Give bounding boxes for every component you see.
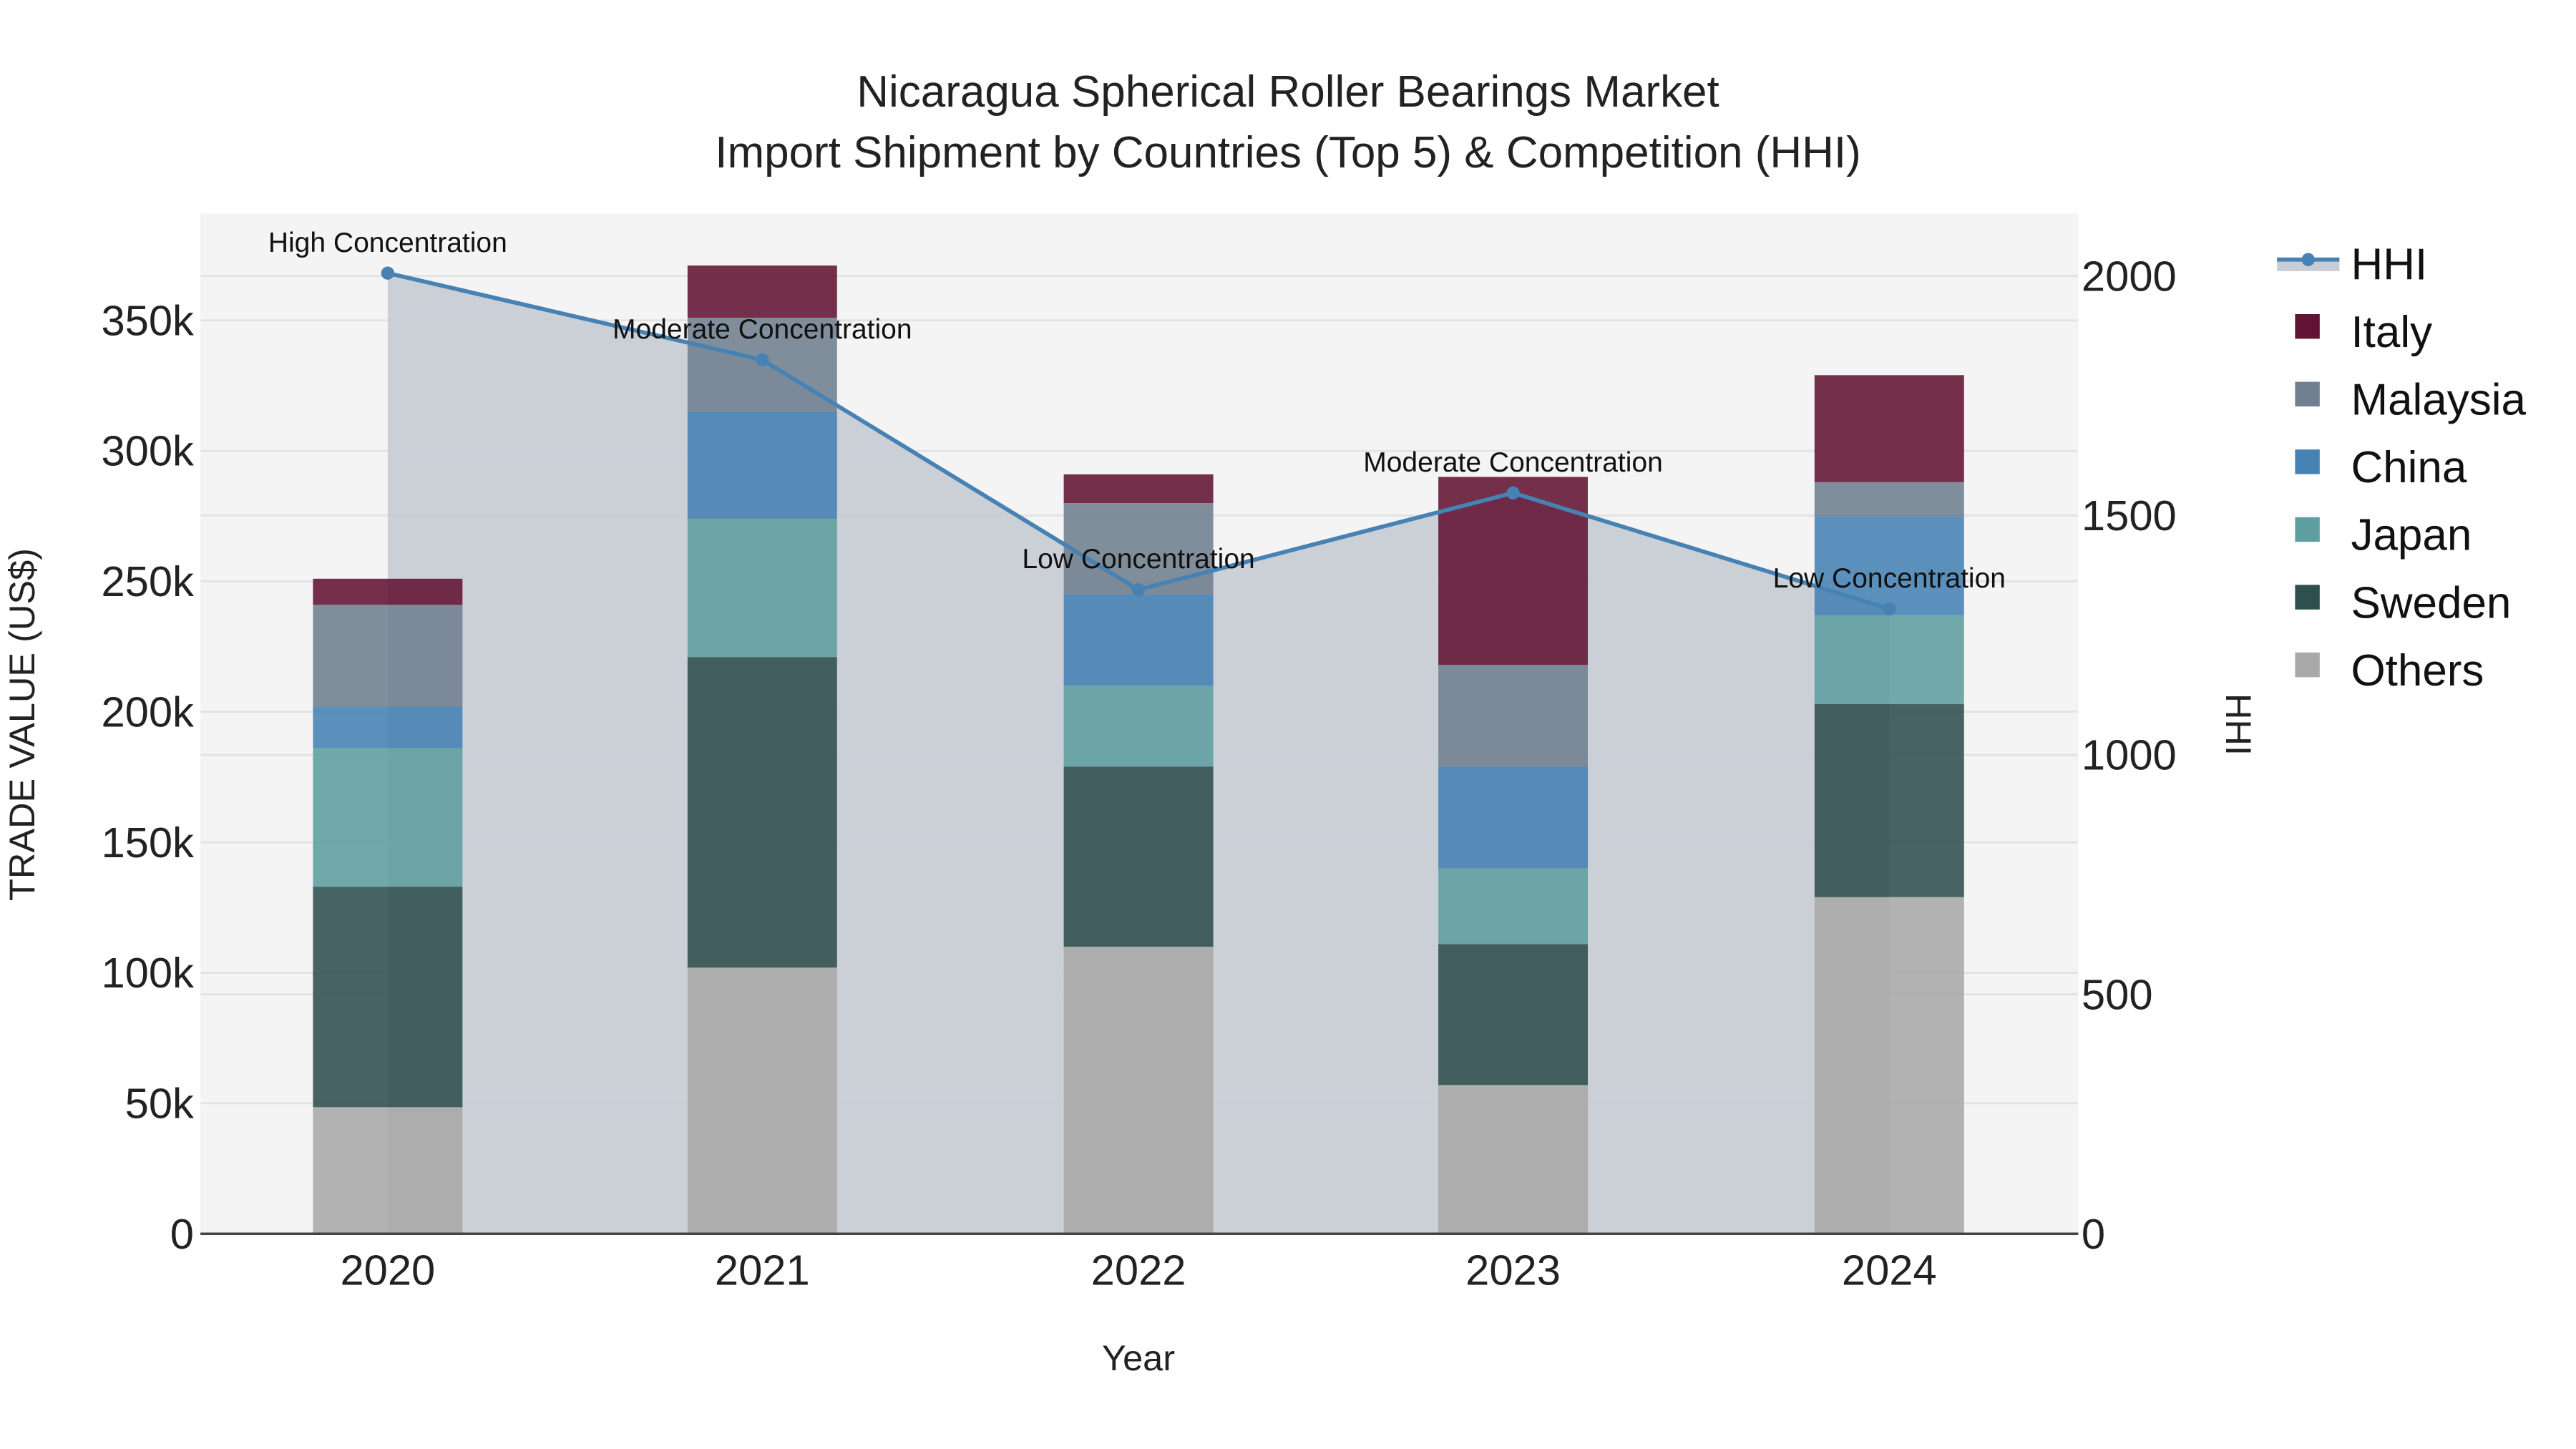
y2-axis-label: HHI <box>2218 693 2259 756</box>
y2-tick-label: 0 <box>2082 1210 2105 1258</box>
bar-segment-sweden[interactable] <box>1814 703 1964 897</box>
bar-segment-china[interactable] <box>1438 766 1589 869</box>
legend-swatch <box>2295 381 2320 407</box>
bar-segment-sweden[interactable] <box>687 657 837 968</box>
bar-segment-others[interactable] <box>1063 947 1214 1234</box>
stacked-bars <box>313 265 1964 1234</box>
bar-segment-others[interactable] <box>313 1107 463 1234</box>
hhi-marker[interactable] <box>1883 602 1896 616</box>
x-axis-label: Year <box>1102 1337 1175 1378</box>
x-tick-label: 2022 <box>1091 1246 1186 1294</box>
bar-segment-china[interactable] <box>1814 516 1964 615</box>
legend-item-malaysia[interactable]: Malaysia <box>2295 375 2527 424</box>
legend-marker-icon <box>2301 253 2315 266</box>
bar-segment-japan[interactable] <box>1438 868 1589 945</box>
y-tick-label: 100k <box>101 949 194 997</box>
hhi-annotation: Moderate Concentration <box>613 314 912 345</box>
legend-swatch <box>2295 449 2320 474</box>
hhi-marker[interactable] <box>756 353 769 367</box>
legend-item-hhi[interactable]: HHI <box>2277 240 2427 289</box>
bar-segment-sweden[interactable] <box>1438 944 1589 1085</box>
y-tick-label: 350k <box>101 296 194 344</box>
bar-segment-sweden[interactable] <box>313 887 463 1108</box>
legend-item-others[interactable]: Others <box>2295 646 2484 696</box>
legend-swatch <box>2295 652 2320 678</box>
legend-swatch <box>2295 313 2320 339</box>
legend: HHI Italy Malaysia China Japan Sweden Others <box>2277 240 2527 696</box>
legend-item-italy[interactable]: Italy <box>2295 308 2432 357</box>
legend-item-china[interactable]: China <box>2295 443 2467 492</box>
legend-swatch <box>2295 517 2320 542</box>
bar-segment-malaysia[interactable] <box>1063 503 1214 595</box>
y-tick-label: 0 <box>170 1210 194 1258</box>
y-tick-label: 300k <box>101 427 194 475</box>
y2-axis-ticks: 0 500 1000 1500 2000 <box>2082 252 2177 1258</box>
bar-segment-china[interactable] <box>313 706 463 748</box>
bar-segment-malaysia[interactable] <box>1814 482 1964 517</box>
x-tick-label: 2020 <box>340 1246 435 1294</box>
bar-segment-italy[interactable] <box>687 265 837 318</box>
legend-label: HHI <box>2351 240 2427 289</box>
subtitle: Import Shipment by Countries (Top 5) & C… <box>715 128 1860 177</box>
bar-segment-japan[interactable] <box>1063 686 1214 767</box>
bar-segment-china[interactable] <box>687 411 837 519</box>
bar-segment-italy[interactable] <box>1814 375 1964 482</box>
annotations: High Concentration Moderate Concentration… <box>268 228 2006 594</box>
y-axis-ticks: 0 50k 100k 150k 200k 250k 300k 350k <box>101 296 194 1258</box>
hhi-line <box>381 266 1896 616</box>
chart-title: Nicaragua Spherical Roller Bearings Mark… <box>715 67 1860 177</box>
legend-label: Malaysia <box>2351 375 2526 424</box>
bar-segment-italy[interactable] <box>1063 474 1214 504</box>
y-tick-label: 50k <box>125 1080 194 1128</box>
bar-segment-others[interactable] <box>1438 1085 1589 1234</box>
x-tick-label: 2024 <box>1842 1246 1937 1294</box>
hhi-annotation: Low Concentration <box>1022 544 1254 575</box>
y-tick-label: 250k <box>101 557 194 605</box>
y2-tick-label: 1000 <box>2082 731 2177 779</box>
x-tick-label: 2023 <box>1465 1246 1561 1294</box>
hhi-annotation: Low Concentration <box>1773 563 2006 594</box>
legend-label: Japan <box>2351 511 2472 560</box>
y-tick-label: 150k <box>101 819 194 867</box>
bar-segment-others[interactable] <box>1814 897 1964 1234</box>
hhi-annotation: Moderate Concentration <box>1363 447 1663 478</box>
y-axis-label: TRADE VALUE (US$) <box>1 548 42 901</box>
hhi-marker[interactable] <box>1131 582 1146 597</box>
legend-item-sweden[interactable]: Sweden <box>2295 578 2511 628</box>
hhi-marker[interactable] <box>381 266 395 280</box>
bar-segment-japan[interactable] <box>313 748 463 887</box>
legend-label: China <box>2351 443 2467 492</box>
bar-segment-malaysia[interactable] <box>1438 665 1589 767</box>
bar-segment-japan[interactable] <box>687 518 837 658</box>
legend-label: Italy <box>2351 308 2432 357</box>
title: Nicaragua Spherical Roller Bearings Mark… <box>857 67 1719 117</box>
bar-segment-italy[interactable] <box>313 578 463 605</box>
legend-label: Sweden <box>2351 578 2511 628</box>
y2-tick-label: 1500 <box>2082 492 2177 540</box>
bar-segment-others[interactable] <box>687 967 837 1234</box>
legend-label: Others <box>2351 646 2484 696</box>
bar-segment-sweden[interactable] <box>1063 766 1214 947</box>
y2-tick-label: 2000 <box>2082 252 2177 300</box>
y2-tick-label: 500 <box>2082 970 2153 1018</box>
bar-segment-china[interactable] <box>1063 594 1214 686</box>
y-tick-label: 200k <box>101 688 194 736</box>
legend-swatch <box>2295 585 2320 610</box>
hhi-annotation: High Concentration <box>268 228 507 258</box>
x-tick-label: 2021 <box>715 1246 810 1294</box>
bar-segment-japan[interactable] <box>1814 615 1964 704</box>
x-axis-ticks: 2020 2021 2022 2023 2024 <box>340 1246 1936 1294</box>
bar-segment-malaysia[interactable] <box>313 605 463 707</box>
hhi-marker[interactable] <box>1506 486 1520 500</box>
legend-item-japan[interactable]: Japan <box>2295 511 2472 560</box>
